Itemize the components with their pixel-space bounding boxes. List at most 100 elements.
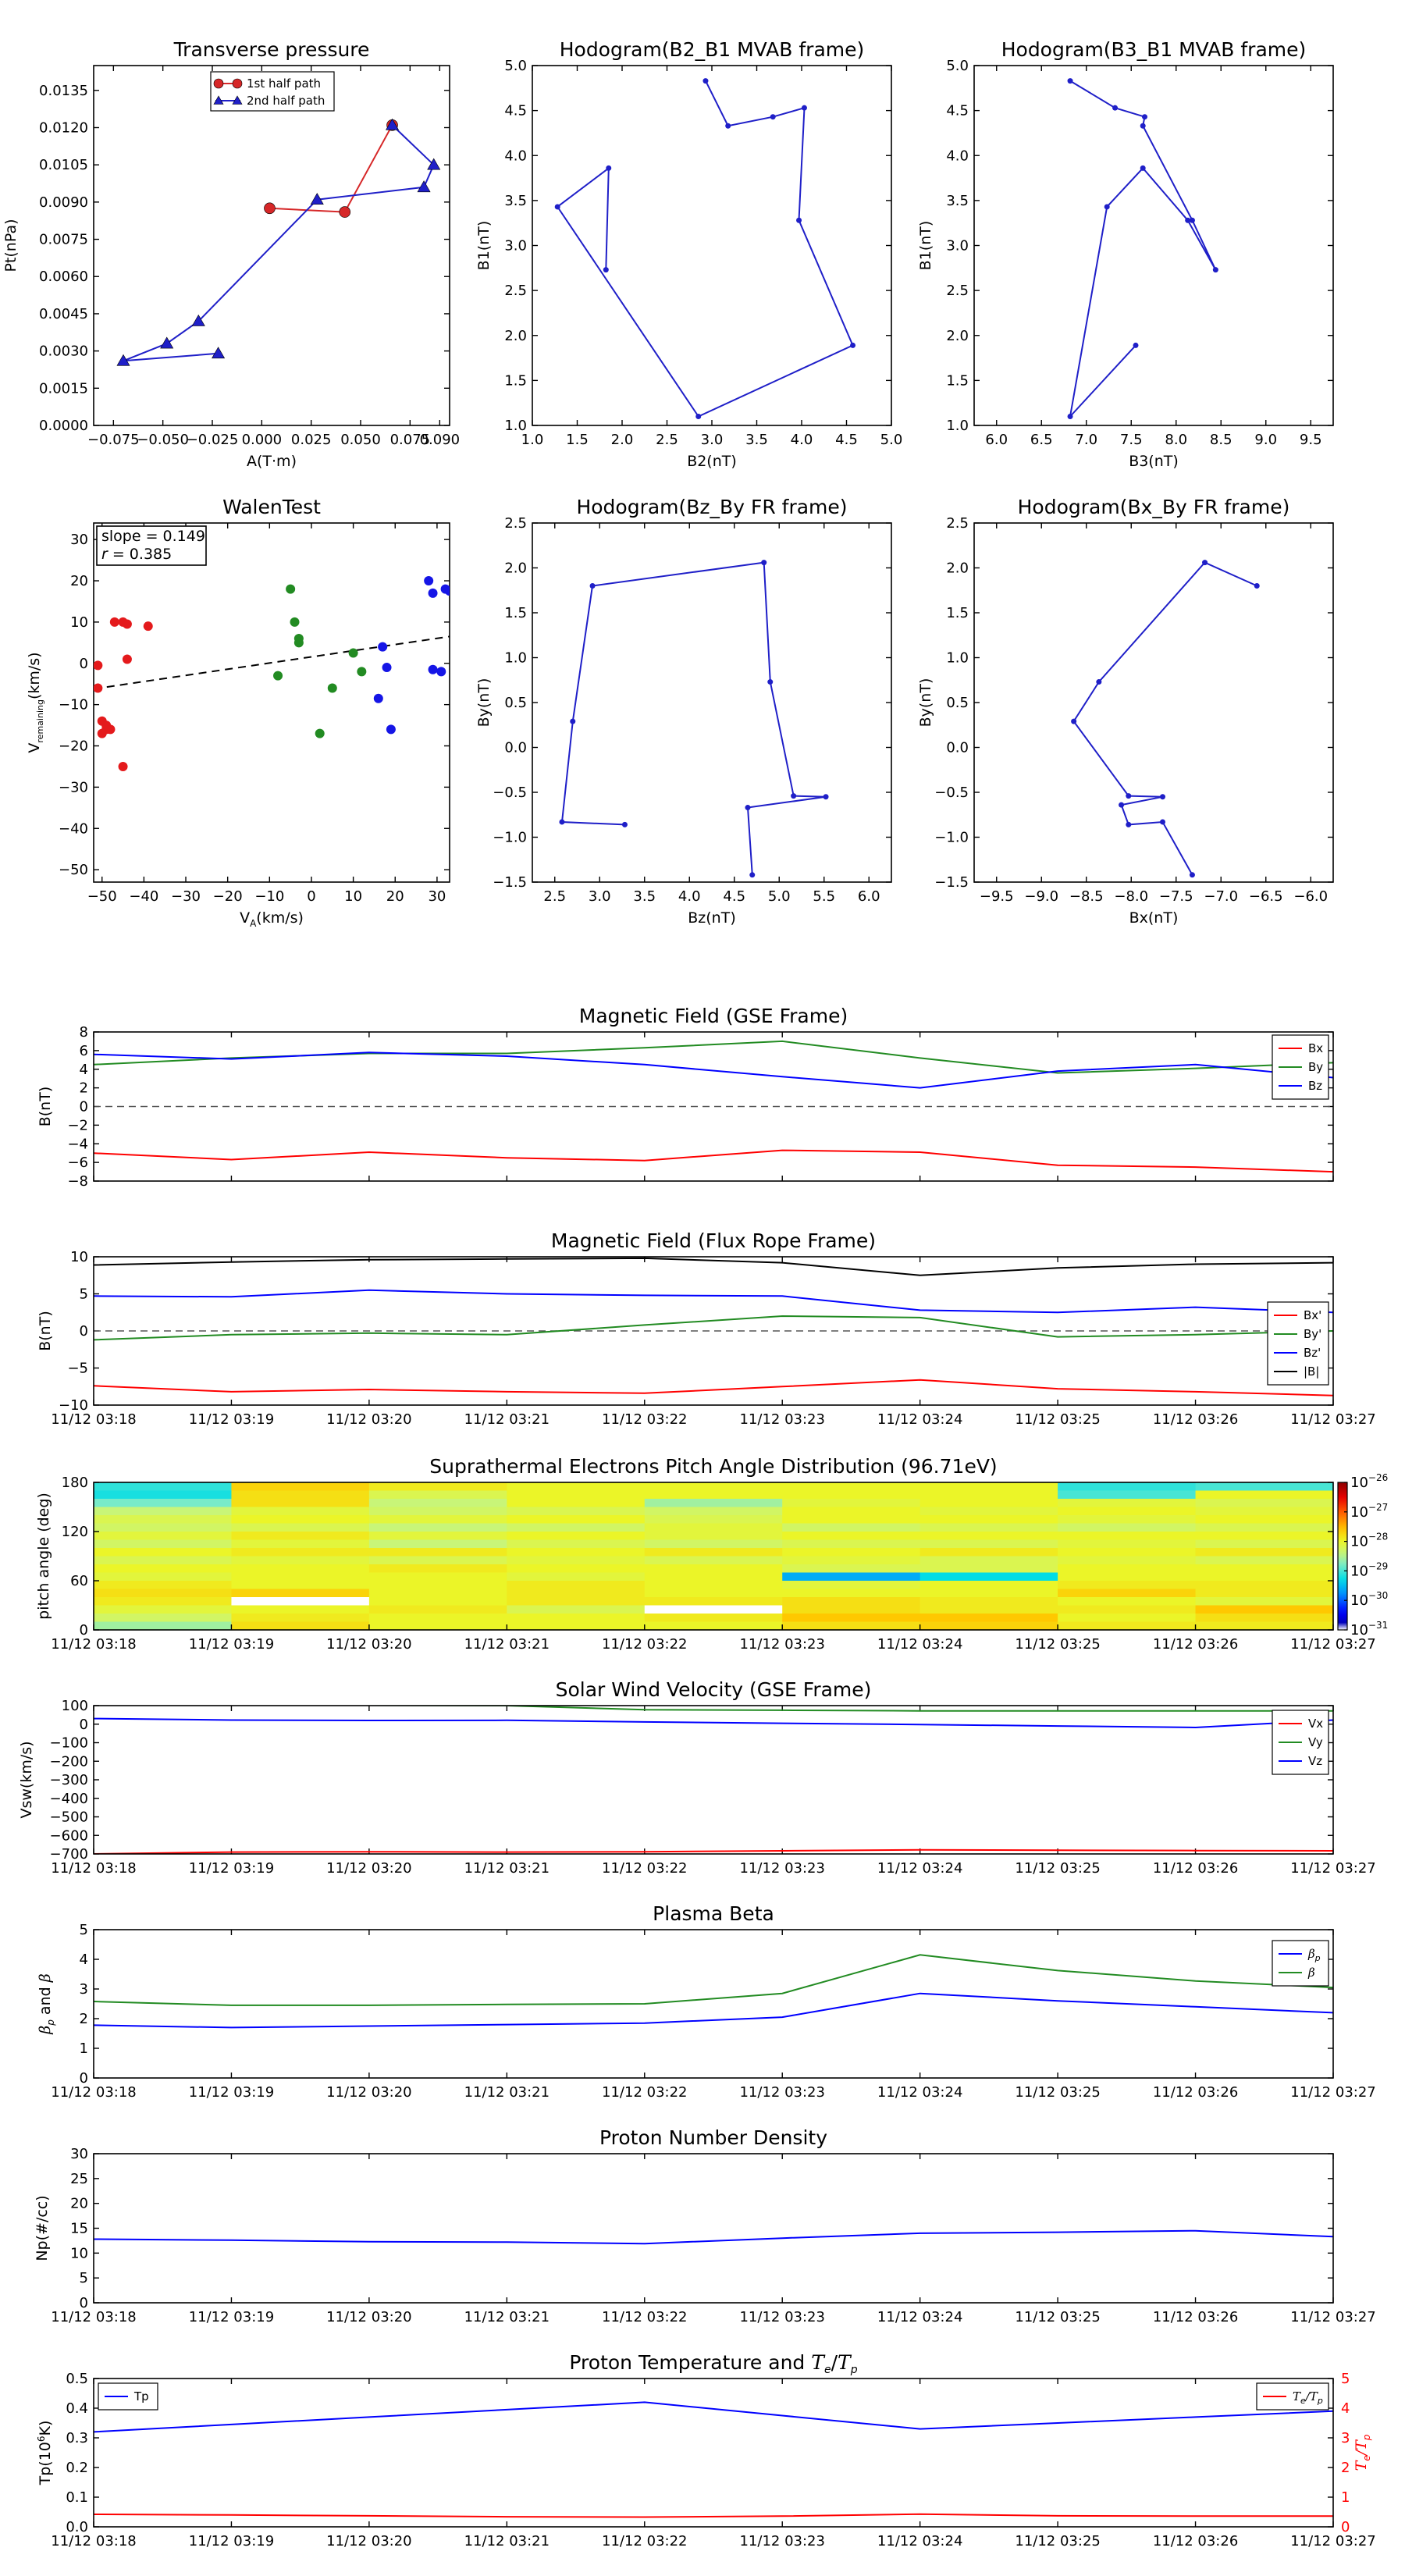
y-tick-label: −1.5: [493, 874, 527, 891]
y-tick-label: −4: [67, 1136, 88, 1152]
x-tick-label: 11/12 03:19: [189, 2084, 274, 2101]
x-tick-label: 0.075: [390, 432, 431, 448]
heatmap-cell: [644, 1482, 783, 1492]
plot-frame: [93, 1256, 1334, 1406]
data-point: [348, 648, 358, 658]
y-axis-label: Np(#/cc): [34, 2195, 51, 2261]
series-group: [94, 1257, 1333, 1397]
heatmap-cell: [368, 1482, 507, 1492]
y-axis-label-part: Np(#/cc): [34, 2195, 51, 2261]
x-tick-label: 11/12 03:23: [739, 2533, 824, 2549]
chart-walen: −50 −40 −30 −20 −10 0 10 20 30 −50 −40 −30 −20 −10 0 10…: [26, 496, 450, 929]
y2-label-part: T: [1353, 2460, 1370, 2471]
x-tick-label: 11/12 03:22: [602, 2533, 687, 2549]
heatmap-cell: [1195, 1614, 1334, 1623]
x-tick-label: 0: [307, 888, 315, 905]
y-tick-label: 20: [70, 573, 88, 589]
y-tick-label: 0.0075: [39, 232, 88, 248]
title-math: T: [838, 2351, 852, 2374]
heatmap-cell: [231, 1556, 370, 1565]
heatmap-cell: [1195, 1548, 1334, 1557]
heatmap-cell: [1058, 1572, 1197, 1582]
x-tick-label: 11/12 03:24: [877, 1411, 962, 1428]
heatmap-cell: [919, 1621, 1058, 1631]
x-tick-label: 11/12 03:21: [464, 1411, 550, 1428]
data-point: [445, 586, 450, 596]
x-tick-label: 11/12 03:21: [464, 2309, 550, 2325]
heatmap-cell: [507, 1614, 646, 1623]
x-tick-label: −0.050: [137, 432, 189, 448]
heatmap-cell: [1195, 1523, 1334, 1532]
x-tick-label: 11/12 03:26: [1153, 2533, 1238, 2549]
heatmap-cell: [94, 1490, 233, 1500]
heatmap-cell: [94, 1564, 233, 1574]
x-tick-label: 6.0: [858, 888, 880, 905]
x-tick-label: 11/12 03:23: [739, 1636, 824, 1653]
x-tick-label: 3.5: [633, 888, 656, 905]
y-tick-label: 0.0000: [39, 418, 88, 434]
data-point: [823, 794, 829, 800]
data-point: [702, 78, 709, 84]
heatmap-cell: [782, 1621, 921, 1631]
y-tick-label: 0.0: [946, 740, 969, 756]
y-tick-label: 25: [70, 2171, 88, 2187]
x-tick-label: 11/12 03:23: [739, 1860, 824, 1877]
y-axis-label: B(nT): [37, 1087, 54, 1127]
colorbar-base: 10: [1350, 1563, 1368, 1579]
heatmap-cell: [94, 1482, 233, 1492]
heatmap-cell: [507, 1490, 646, 1500]
y-tick-label: 2.5: [946, 515, 969, 532]
heatmap-cell: [507, 1499, 646, 1508]
series-line-Tp: [94, 2401, 1333, 2433]
heatmap-cell: [368, 1523, 507, 1532]
x-tick-label: 5.5: [813, 888, 835, 905]
data-point: [1126, 793, 1132, 799]
x-tick-label: −8.0: [1114, 888, 1148, 905]
series-line-β: [94, 1992, 1333, 2029]
heatmap-cell: [368, 1597, 507, 1606]
colorbar-exponent: −28: [1368, 1532, 1388, 1542]
legend-label-main: Bz': [1304, 1346, 1321, 1360]
x-tick-label: 11/12 03:24: [877, 2084, 962, 2101]
data-point: [1142, 114, 1147, 120]
x-tick-label: 11/12 03:19: [189, 1636, 274, 1653]
legend-label-sub: p: [1314, 1953, 1321, 1963]
data-point: [97, 728, 107, 738]
heatmap-cell: [507, 1589, 646, 1598]
heatmap-cell: [1195, 1507, 1334, 1516]
legend-label-sub: p: [1317, 2396, 1323, 2406]
heatmap-cell: [507, 1597, 646, 1606]
legend-label: Bx: [1308, 1041, 1323, 1055]
heatmap-cell: [231, 1499, 370, 1508]
y-axis-label: Vsw(km/s): [18, 1741, 35, 1818]
heatmap-cell: [644, 1507, 783, 1516]
data-point: [1189, 217, 1195, 223]
plot-frame: [93, 2153, 1334, 2304]
y-tick-label: 2: [80, 2011, 88, 2027]
x-tick-label: −50: [87, 888, 117, 905]
data-point: [570, 718, 576, 724]
y-tick-label: 0.0060: [39, 269, 88, 285]
y-tick-label: 0.0135: [39, 83, 88, 99]
y-axis-label: By(nT): [917, 678, 934, 728]
x-tick-label: 11/12 03:24: [877, 1636, 962, 1653]
legend-label-main: Vy: [1308, 1735, 1323, 1749]
heatmap-cell: [1195, 1564, 1334, 1574]
y2-tick-label: 3: [1341, 2430, 1350, 2446]
x-tick-label: −20: [213, 888, 243, 905]
heatmap-cell: [919, 1499, 1058, 1508]
y-tick-label: 2.0: [504, 328, 527, 344]
y-tick-label: 2.0: [946, 560, 969, 577]
x-tick-label: 11/12 03:26: [1153, 1860, 1238, 1877]
y-axis-label-part: (km/s): [26, 652, 43, 699]
y-tick-label: 10: [70, 2245, 88, 2261]
legend-marker: [213, 95, 224, 105]
heatmap-cell: [507, 1482, 646, 1492]
x-axis-label-unit: (km/s): [256, 909, 304, 927]
colorbar-base: 10: [1350, 1475, 1368, 1491]
heatmap-cell: [1195, 1482, 1334, 1492]
plot-frame: [93, 1929, 1334, 2079]
colorbar-exponent: −30: [1368, 1590, 1388, 1601]
heatmap-cell: [94, 1605, 233, 1614]
y-tick-label: 100: [62, 1698, 88, 1714]
